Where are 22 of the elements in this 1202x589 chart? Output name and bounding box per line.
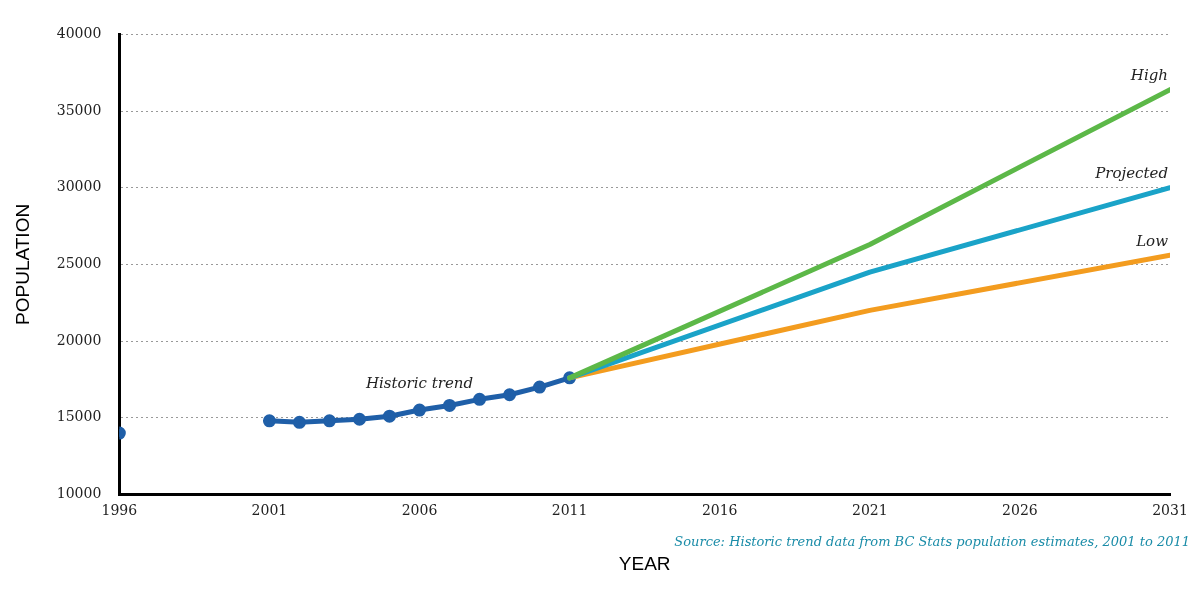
x-tick-label: 2021: [851, 502, 888, 519]
series-label: Projected: [1094, 164, 1168, 183]
series-label: High: [1129, 65, 1168, 84]
series-label: Historic trend: [364, 374, 474, 393]
x-tick-label: 1996: [101, 502, 138, 519]
source-note: Source: Historic trend data from BC Stats population estimates, 2001 to 2011: [674, 534, 1190, 550]
y-tick-label: 35000: [56, 101, 102, 118]
y-tick-label: 30000: [56, 178, 102, 195]
y-tick-label: 25000: [56, 255, 102, 272]
series-label: Low: [1135, 231, 1169, 250]
x-tick-label: 2031: [1152, 502, 1188, 519]
y-tick-label: 15000: [56, 408, 102, 425]
x-tick-label: 2026: [1002, 502, 1038, 519]
x-tick-label: 2001: [251, 502, 288, 519]
y-tick-label: 10000: [56, 485, 102, 502]
y-tick-label: 40000: [56, 25, 102, 42]
y-tick-label: 20000: [56, 331, 102, 348]
x-tick-label: 2016: [701, 502, 738, 519]
x-axis-title: YEAR: [618, 552, 671, 574]
y-axis-title: POPULATION: [11, 203, 33, 325]
x-tick-label: 2011: [551, 502, 588, 519]
x-tick-label: 2006: [401, 502, 438, 519]
